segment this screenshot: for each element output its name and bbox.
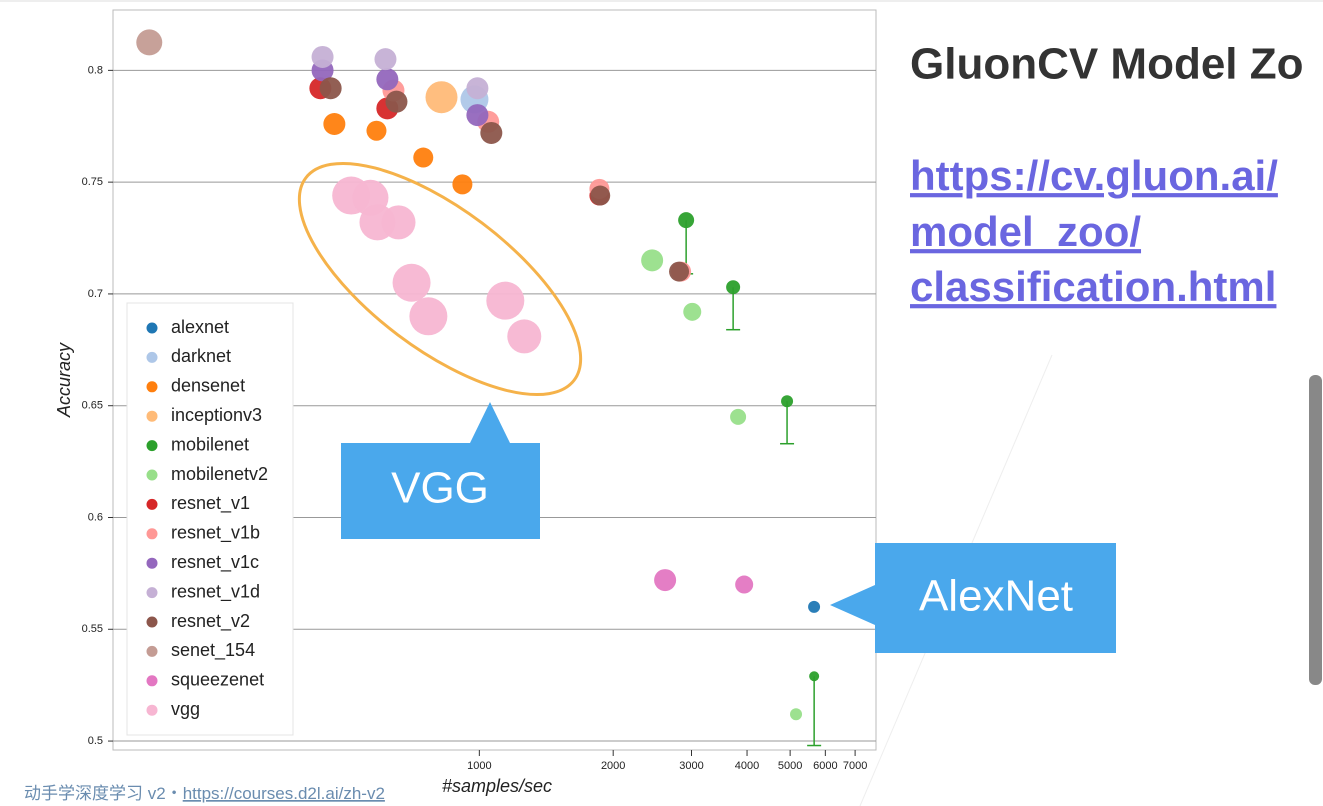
legend-marker xyxy=(146,440,158,452)
point xyxy=(311,45,334,68)
legend xyxy=(126,302,294,736)
legend-marker xyxy=(146,557,158,569)
legend-marker xyxy=(146,645,158,657)
point xyxy=(319,77,342,100)
point xyxy=(654,569,677,592)
point xyxy=(790,708,803,721)
point xyxy=(466,77,489,100)
legend-marker xyxy=(146,469,158,481)
point xyxy=(507,319,542,354)
legend-marker xyxy=(146,616,158,628)
legend-label: vgg xyxy=(171,699,200,719)
point xyxy=(480,121,503,144)
legend-label: mobilenetv2 xyxy=(171,464,268,484)
x-tick-label: 2000 xyxy=(601,760,625,772)
legend-marker xyxy=(146,704,158,716)
y-axis-label: Accuracy xyxy=(54,342,74,418)
point xyxy=(678,212,695,229)
point xyxy=(641,249,664,272)
x-tick-label: 1000 xyxy=(467,760,491,772)
y-tick-label: 0.6 xyxy=(88,511,103,523)
legend-label: senet_154 xyxy=(171,640,255,661)
point xyxy=(376,68,399,91)
footer: 动手学深度学习 v2・https://courses.d2l.ai/zh-v2 xyxy=(24,784,385,803)
point xyxy=(425,81,458,114)
highlight-ellipse xyxy=(297,161,583,397)
point xyxy=(136,29,163,56)
point xyxy=(381,205,416,240)
link[interactable]: https://cv.gluon.ai/ xyxy=(910,152,1278,199)
legend-label: resnet_v2 xyxy=(171,611,250,632)
legend-marker xyxy=(146,351,158,363)
x-axis-label: #samples/sec xyxy=(442,776,552,796)
point xyxy=(409,297,448,336)
point xyxy=(392,263,431,302)
y-tick-label: 0.65 xyxy=(82,400,103,412)
legend-label: resnet_v1b xyxy=(171,523,260,544)
x-tick-label: 7000 xyxy=(843,760,867,772)
point xyxy=(781,395,794,408)
callout-label: AlexNet xyxy=(919,572,1073,621)
point xyxy=(735,575,754,594)
point xyxy=(366,120,387,141)
footer-link[interactable]: https://courses.d2l.ai/zh-v2 xyxy=(183,784,385,803)
legend-marker xyxy=(146,498,158,510)
y-tick-label: 0.55 xyxy=(82,623,103,635)
point xyxy=(590,185,611,206)
y-tick-label: 0.5 xyxy=(88,735,103,747)
point xyxy=(809,671,820,682)
legend-label: inceptionv3 xyxy=(171,405,262,425)
callout-label: VGG xyxy=(391,464,489,513)
slide-title: GluonCV Model Zoo xyxy=(910,40,1323,89)
point xyxy=(808,600,821,613)
legend-label: resnet_v1c xyxy=(171,552,259,573)
link[interactable]: classification.html xyxy=(910,263,1276,310)
callout xyxy=(341,402,540,539)
point xyxy=(486,281,525,320)
legend-marker xyxy=(146,587,158,599)
link[interactable]: model_zoo/ xyxy=(910,208,1141,255)
legend-label: resnet_v1d xyxy=(171,581,260,602)
callout xyxy=(830,543,1116,653)
legend-marker xyxy=(146,528,158,540)
x-tick-label: 4000 xyxy=(735,760,759,772)
y-tick-label: 0.7 xyxy=(88,288,103,300)
legend-marker xyxy=(146,381,158,393)
y-tick-label: 0.8 xyxy=(88,64,103,76)
footer-text: 动手学深度学习 v2・ xyxy=(24,784,183,803)
point xyxy=(385,90,408,113)
point xyxy=(726,280,741,295)
legend-label: mobilenet xyxy=(171,434,249,454)
y-tick-label: 0.75 xyxy=(82,176,103,188)
legend-label: darknet xyxy=(171,346,231,366)
legend-marker xyxy=(146,675,158,687)
point xyxy=(669,261,690,282)
legend-label: resnet_v1 xyxy=(171,493,250,514)
x-tick-label: 6000 xyxy=(813,760,837,772)
legend-label: densenet xyxy=(171,376,245,396)
x-tick-label: 5000 xyxy=(778,760,802,772)
point xyxy=(374,48,397,71)
x-tick-label: 3000 xyxy=(679,760,703,772)
point xyxy=(683,302,702,321)
point xyxy=(452,174,473,195)
legend-label: alexnet xyxy=(171,317,229,337)
scrollbar[interactable] xyxy=(1309,375,1322,685)
point xyxy=(413,147,434,168)
legend-marker xyxy=(146,322,158,334)
point xyxy=(323,113,346,136)
point xyxy=(730,408,747,425)
legend-marker xyxy=(146,410,158,422)
legend-label: squeezenet xyxy=(171,670,264,690)
point xyxy=(466,104,489,127)
